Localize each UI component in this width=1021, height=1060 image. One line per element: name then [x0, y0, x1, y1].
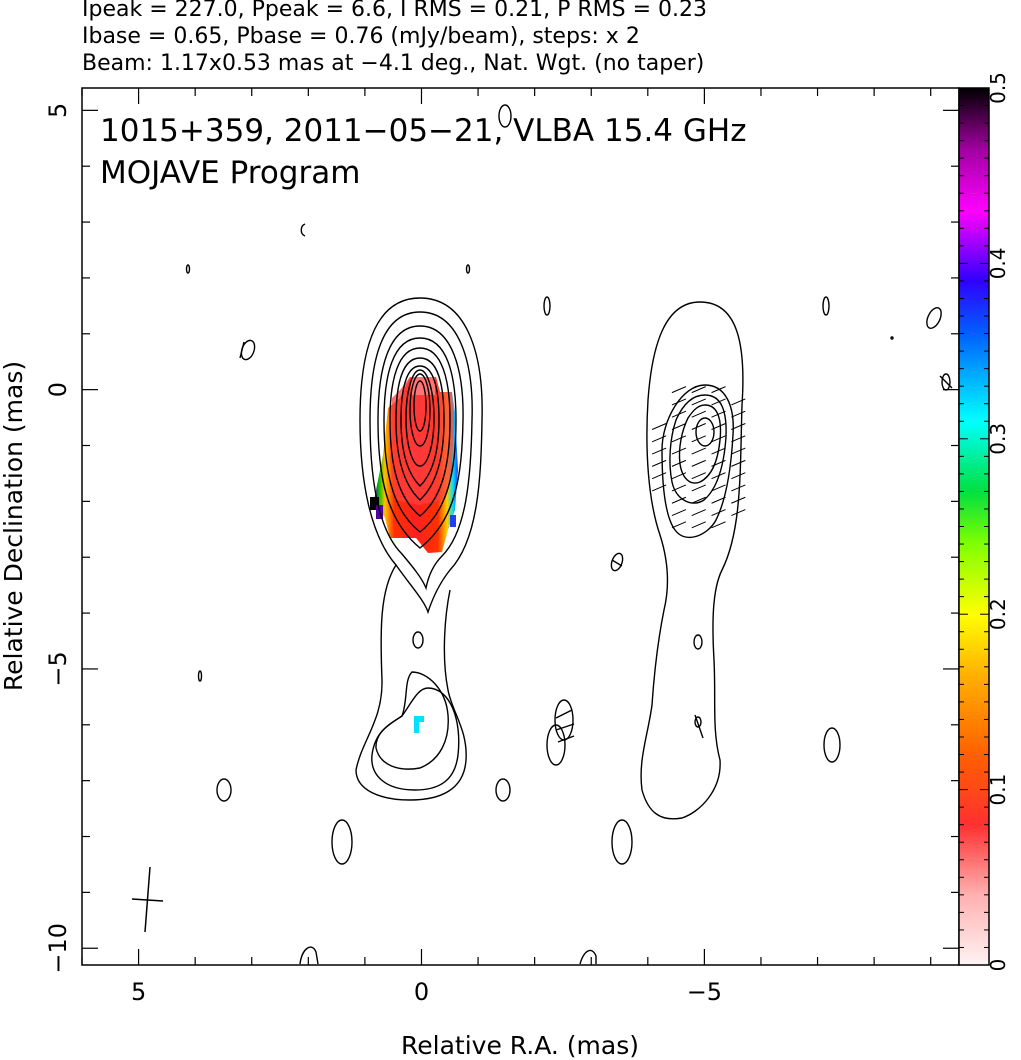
x-axis-label: Relative R.A. (mas): [401, 1031, 639, 1060]
y-tick-label: −5: [44, 651, 72, 686]
header-line-1: Ipeak = 227.0, Ppeak = 6.6, I RMS = 0.21…: [82, 0, 707, 22]
colorbar-tick-label: 0.4: [986, 247, 1010, 279]
evpa-stick: [691, 484, 706, 492]
x-axis-ticks: 5 0 −5: [81, 88, 932, 1006]
evpa-stick: [671, 386, 687, 394]
evpa-stick: [731, 509, 746, 516]
evpa-stick: [691, 410, 706, 418]
header-line-2: Ibase = 0.65, Pbase = 0.76 (mJy/beam), s…: [82, 24, 640, 49]
colorbar-tick-label: 0.1: [986, 774, 1010, 806]
evpa-stick: [711, 509, 726, 516]
colorbar-tick-label: 0.2: [986, 598, 1010, 630]
beam-marker: [131, 866, 164, 933]
evpa-stick: [711, 435, 726, 443]
evpa-stick: [691, 386, 706, 394]
evpa-stick: [711, 472, 726, 480]
contours-right: [640, 301, 744, 820]
polarization-image: [370, 377, 458, 733]
y-tick-label: 0: [44, 382, 72, 397]
y-axis-label: Relative Declination (mas): [0, 361, 28, 691]
evpa-stick: [731, 435, 746, 443]
evpa-vectors: [651, 386, 746, 529]
evpa-stick: [711, 496, 726, 504]
evpa-stick: [711, 386, 726, 394]
evpa-stick: [731, 459, 746, 467]
map-annotation-title: 1015+359, 2011−05−21, VLBA 15.4 GHz: [100, 113, 746, 149]
y-axis-ticks: 5 0 −5 −10: [44, 103, 959, 974]
evpa-stick: [691, 459, 706, 467]
evpa-stick: [651, 472, 667, 480]
evpa-stick: [691, 521, 706, 529]
header-line-3: Beam: 1.17x0.53 mas at −4.1 deg., Nat. W…: [82, 51, 705, 76]
noise-contours: [185, 104, 953, 965]
evpa-stick: [731, 472, 746, 480]
colorbar-tick-label: 0.3: [986, 423, 1010, 455]
evpa-stick: [651, 484, 667, 492]
evpa-stick: [731, 496, 746, 504]
colorbar-tick-label: 0: [986, 959, 1010, 972]
evpa-stick: [691, 472, 706, 480]
evpa-stick: [711, 484, 726, 492]
evpa-stick: [691, 423, 706, 430]
evpa-stick: [671, 472, 687, 480]
evpa-stick: [691, 496, 706, 504]
evpa-stick: [671, 447, 687, 455]
evpa-stick: [671, 496, 687, 504]
evpa-stick: [651, 459, 667, 467]
evpa-stick: [711, 410, 726, 418]
map-annotation-program: MOJAVE Program: [100, 155, 360, 191]
evpa-stick: [731, 484, 746, 492]
evpa-stick: [691, 509, 706, 516]
evpa-stick: [731, 398, 746, 406]
evpa-stick: [671, 509, 687, 516]
evpa-stick: [711, 398, 726, 406]
evpa-stick: [671, 398, 687, 406]
colorbar-tick-label: 0.5: [986, 72, 1010, 104]
evpa-stick: [691, 435, 706, 443]
evpa-stick: [651, 435, 667, 443]
evpa-stick: [671, 410, 687, 418]
evpa-stick: [731, 447, 746, 455]
evpa-stick: [731, 410, 746, 418]
evpa-stick: [711, 423, 726, 430]
contours-left: [355, 297, 483, 801]
y-tick-label: −10: [44, 923, 72, 974]
evpa-stick: [711, 521, 726, 529]
evpa-stick: [731, 423, 746, 430]
evpa-stick: [671, 423, 687, 430]
evpa-stick: [711, 459, 726, 467]
evpa-stick: [651, 447, 667, 455]
plot-frame: [81, 87, 960, 966]
x-tick-label: −5: [687, 978, 722, 1006]
evpa-stick: [671, 459, 687, 467]
evpa-stick: [691, 447, 706, 455]
evpa-stick: [671, 484, 687, 492]
evpa-stick: [671, 521, 687, 529]
x-tick-label: 5: [131, 978, 146, 1006]
y-tick-label: 5: [44, 103, 72, 118]
evpa-stick: [711, 447, 726, 455]
evpa-stick: [651, 423, 667, 430]
x-tick-label: 0: [414, 978, 429, 1006]
colorbar-ticks: 0 0.1 0.2 0.3 0.4 0.5: [959, 72, 1010, 971]
evpa-stick: [671, 435, 687, 443]
evpa-stick: [691, 398, 706, 406]
